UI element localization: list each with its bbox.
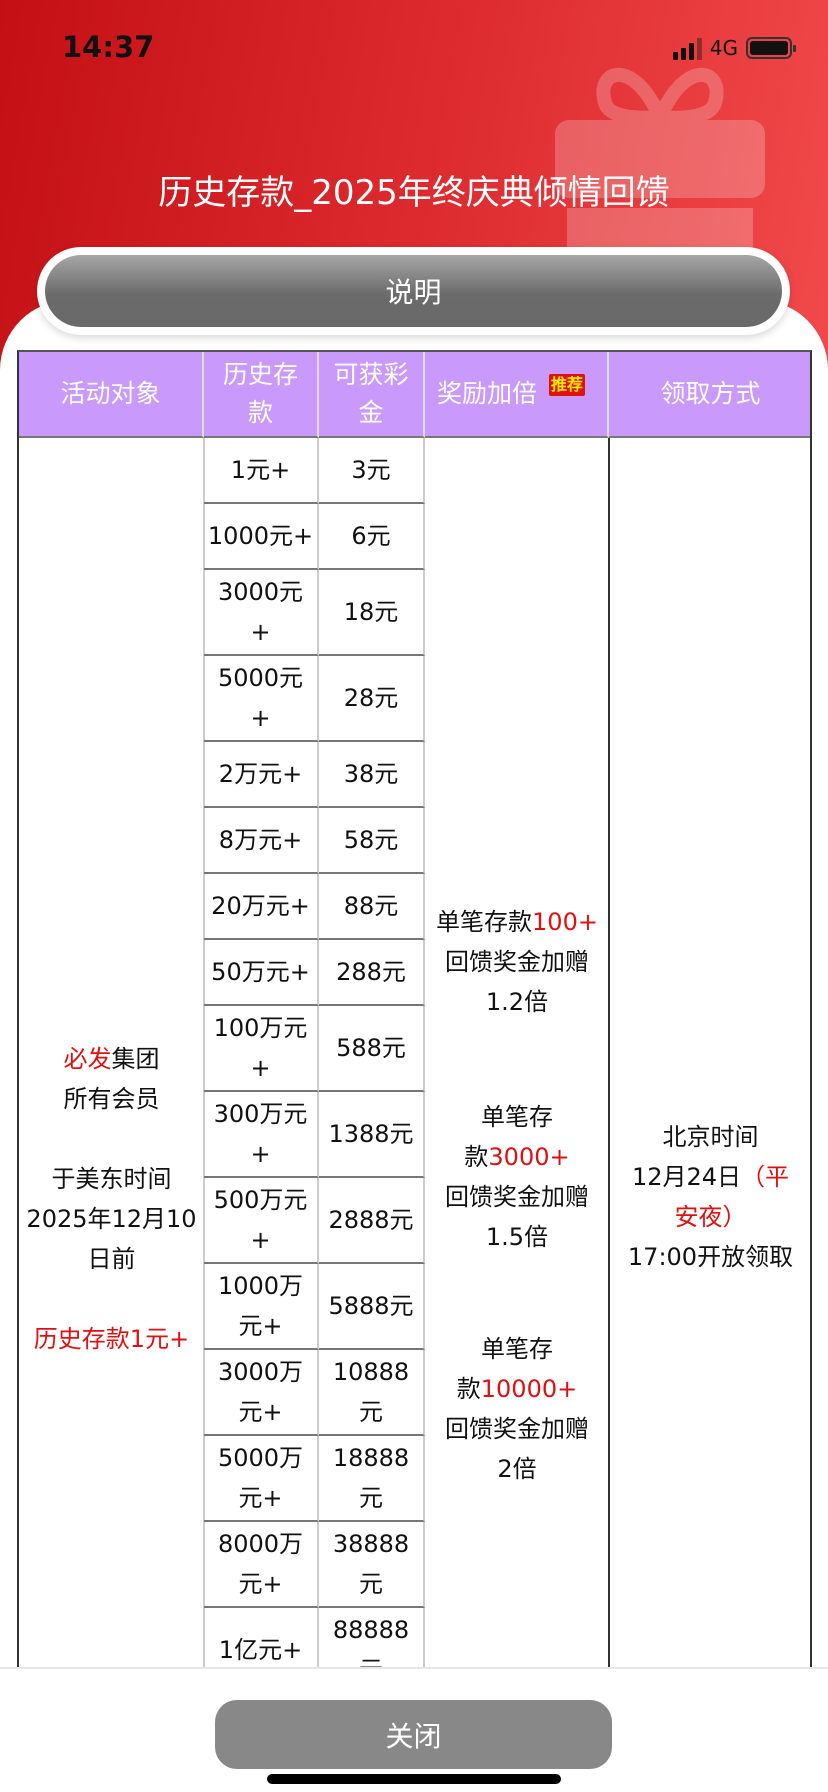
column-divider: [608, 438, 610, 1667]
tier-desc: 回馈奖金加赠: [445, 948, 589, 976]
claim-cell: 北京时间 12月24日（平 安夜） 17:00开放领取: [609, 1117, 810, 1277]
deposit-tier-cell: 5000万 元+: [204, 1436, 319, 1522]
deposit-tier-cell: 20万元+: [204, 874, 319, 940]
deposit-tier-cell: 1元+: [204, 438, 319, 504]
tier-amount: 3000+: [488, 1143, 570, 1171]
multiplier-tier-3: 单笔存 款10000+ 回馈奖金加赠 2倍: [425, 1329, 609, 1489]
column-header-bonus: 可获彩金: [319, 352, 425, 438]
bonus-amount-cell: 18元: [319, 570, 425, 656]
bonus-amount-cell: 88元: [319, 874, 425, 940]
recommend-badge: 推荐: [549, 374, 586, 396]
battery-icon: [746, 37, 796, 59]
tier-label: 单笔存 款: [464, 1103, 553, 1171]
bonus-amount-cell: 3元: [319, 438, 425, 504]
bonus-amount-cell: 58元: [319, 808, 425, 874]
deposit-tier-cell: 500万元 +: [204, 1178, 319, 1264]
column-header-target: 活动对象: [19, 352, 204, 438]
reward-table: 活动对象 历史存款 可获彩金 奖励加倍 推荐 领取方式 1元+ 3元 1000元+ 6…: [17, 350, 812, 1667]
gift-icon: [555, 67, 765, 258]
tier-times: 1.2倍: [485, 988, 549, 1016]
bonus-amount-cell: 288元: [319, 940, 425, 1006]
tier-label: 单笔存 款: [456, 1335, 553, 1403]
target-cell: 必发集团 所有会员 于美东时间 2025年12月10 日前 历史存款1元+: [19, 1039, 204, 1359]
status-icons: 4G: [672, 36, 796, 60]
claim-date: 12月24日: [631, 1163, 742, 1191]
claim-timezone: 北京时间: [662, 1123, 759, 1151]
tier-amount: 10000+: [480, 1375, 578, 1403]
explain-button[interactable]: 说明: [45, 255, 782, 327]
column-header-claim: 领取方式: [609, 352, 810, 438]
deposit-tier-cell: 3000元 +: [204, 570, 319, 656]
brand-name: 必发: [63, 1045, 112, 1073]
target-date-suffix: 日前: [87, 1245, 136, 1273]
deposit-tier-cell: 100万元 +: [204, 1006, 319, 1092]
tier-times: 2倍: [497, 1455, 537, 1483]
content-card: [0, 300, 828, 1700]
multiplier-tier-2: 单笔存 款3000+ 回馈奖金加赠 1.5倍: [425, 1097, 609, 1257]
bonus-amount-cell: 28元: [319, 656, 425, 742]
bonus-amount-cell: 38元: [319, 742, 425, 808]
bonus-amount-cell: 2888元: [319, 1178, 425, 1264]
tier-desc: 回馈奖金加赠: [445, 1183, 589, 1211]
page-title: 历史存款_2025年终庆典倾情回馈: [158, 173, 670, 213]
target-timezone: 于美东时间: [51, 1165, 172, 1193]
bonus-amount-cell: 6元: [319, 504, 425, 570]
target-requirement: 历史存款1元+: [33, 1325, 190, 1353]
deposit-tier-cell: 1000万 元+: [204, 1264, 319, 1350]
tier-amount: 100+: [532, 908, 598, 936]
deposit-tier-cell: 2万元+: [204, 742, 319, 808]
bonus-amount-cell: 18888 元: [319, 1436, 425, 1522]
multiplier-tier-1: 单笔存款100+ 回馈奖金加赠 1.2倍: [425, 902, 609, 1022]
column-header-multiplier-label: 奖励加倍: [437, 379, 538, 408]
deposit-tier-cell: 1亿元+: [204, 1608, 319, 1667]
claim-open-time: 17:00开放领取: [627, 1243, 794, 1271]
deposit-tier-cell: 300万元 +: [204, 1092, 319, 1178]
claim-note: （平: [741, 1163, 790, 1191]
tier-label: 单笔存款: [436, 908, 533, 936]
target-date: 2025年12月10: [26, 1205, 197, 1233]
target-members: 所有会员: [63, 1085, 160, 1113]
deposit-tier-cell: 5000元 +: [204, 656, 319, 742]
deposit-tier-cell: 3000万 元+: [204, 1350, 319, 1436]
bonus-amount-cell: 5888元: [319, 1264, 425, 1350]
column-divider: [203, 438, 205, 1667]
deposit-tier-cell: 8000万 元+: [204, 1522, 319, 1608]
signal-icon: [672, 36, 702, 60]
network-type: 4G: [709, 36, 738, 60]
claim-note-cont: 安夜）: [674, 1203, 747, 1231]
home-indicator: [267, 1774, 561, 1784]
explain-button-wrapper: 说明: [37, 247, 790, 335]
bonus-amount-cell: 1388元: [319, 1092, 425, 1178]
deposit-tier-cell: 50万元+: [204, 940, 319, 1006]
tier-desc: 回馈奖金加赠: [445, 1415, 589, 1443]
column-header-deposit: 历史存款: [204, 352, 319, 438]
target-group: 集团: [111, 1045, 160, 1073]
bonus-amount-cell: 588元: [319, 1006, 425, 1092]
bonus-amount-cell: 88888 元: [319, 1608, 425, 1667]
status-time: 14:37: [62, 30, 155, 64]
bonus-amount-cell: 38888 元: [319, 1522, 425, 1608]
close-button[interactable]: 关闭: [215, 1700, 612, 1769]
deposit-tier-cell: 1000元+: [204, 504, 319, 570]
bonus-amount-cell: 10888 元: [319, 1350, 425, 1436]
deposit-tier-cell: 8万元+: [204, 808, 319, 874]
tier-times: 1.5倍: [485, 1223, 549, 1251]
column-header-multiplier: 奖励加倍 推荐: [425, 352, 609, 438]
